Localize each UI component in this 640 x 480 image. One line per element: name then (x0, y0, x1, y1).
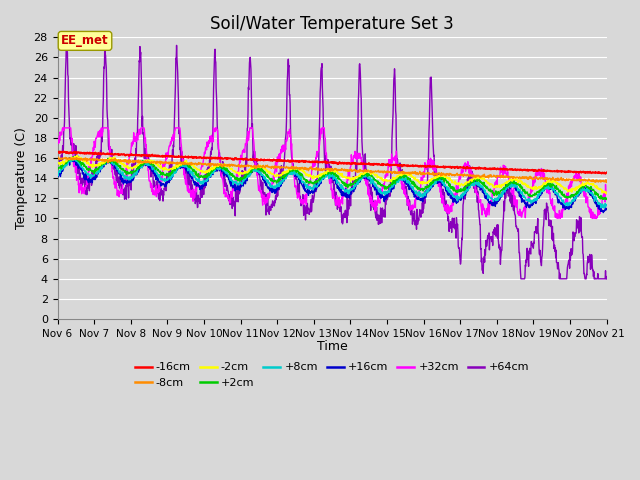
Y-axis label: Temperature (C): Temperature (C) (15, 127, 28, 229)
X-axis label: Time: Time (317, 340, 348, 353)
Legend: -16cm, -8cm, -2cm, +2cm, +8cm, +16cm, +32cm, +64cm: -16cm, -8cm, -2cm, +2cm, +8cm, +16cm, +3… (131, 358, 534, 392)
Text: EE_met: EE_met (61, 35, 109, 48)
Title: Soil/Water Temperature Set 3: Soil/Water Temperature Set 3 (210, 15, 454, 33)
